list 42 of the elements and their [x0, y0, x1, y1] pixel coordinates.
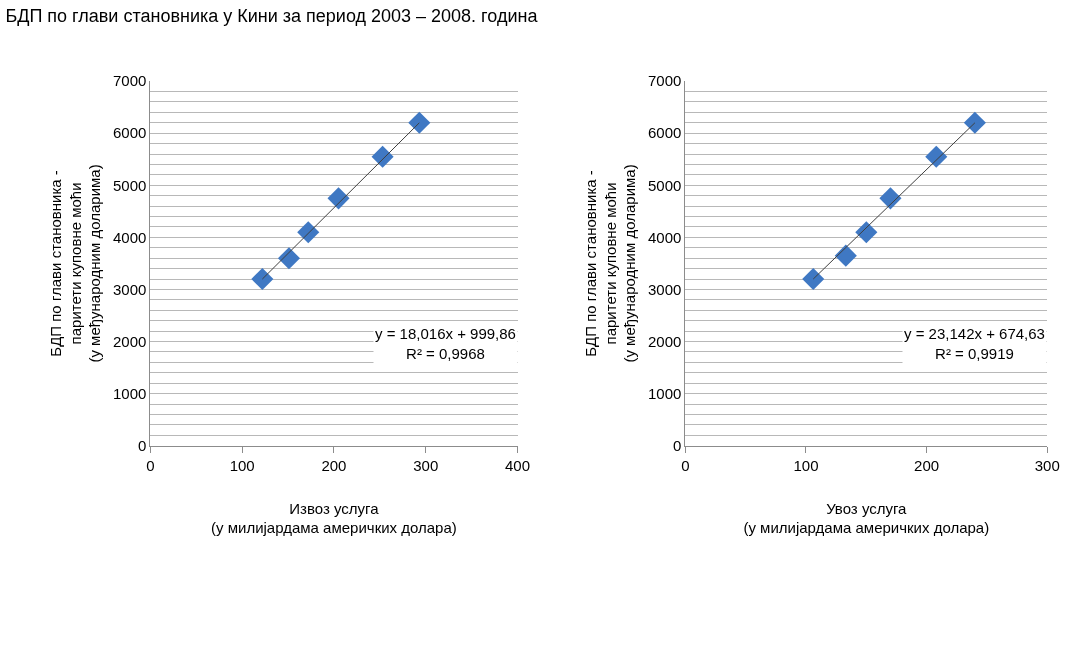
point — [327, 187, 350, 210]
y-tick-label: 6000 — [647, 124, 682, 142]
y-tick-label: 3000 — [647, 280, 682, 298]
x-tick-label: 300 — [413, 456, 439, 474]
y-tick-label: 3000 — [112, 280, 147, 298]
point — [408, 111, 431, 134]
y-tick-label: 1000 — [112, 384, 147, 402]
point — [834, 244, 857, 267]
y-tick-label: 2000 — [112, 332, 147, 350]
y-axis-title: БДП по глави становника - паритети куповне моћи (у међународним доларима) — [47, 164, 104, 363]
x-axis-title: Извоз услуга (у милијардама америчких долара) — [211, 499, 457, 537]
point — [855, 221, 878, 244]
y-tick-label: 2000 — [647, 332, 682, 350]
y-tick-label: 0 — [138, 436, 147, 454]
y-tick-label: 6000 — [112, 124, 147, 142]
x-tick-label: 200 — [321, 456, 347, 474]
x-tick-label: 300 — [1034, 456, 1060, 474]
x-tick-label: 100 — [229, 456, 255, 474]
point — [251, 268, 274, 291]
point — [879, 187, 902, 210]
x-tick-label: 400 — [505, 456, 531, 474]
point — [925, 145, 948, 168]
y-tick-label: 7000 — [112, 72, 147, 90]
x-tick-label: 200 — [914, 456, 940, 474]
point — [802, 268, 825, 291]
point — [371, 145, 394, 168]
x-tick-label: 100 — [793, 456, 819, 474]
y-axis-title: БДП по глави становника - паритети куповне моћи (у међународним доларима) — [582, 164, 639, 363]
point — [277, 247, 301, 270]
y-tick-label: 4000 — [647, 228, 682, 246]
annotation: y = 23,142x + 674,63 R² = 0,9919 — [904, 325, 1045, 362]
point — [963, 111, 986, 134]
y-tick-label: 5000 — [647, 176, 682, 194]
y-tick-label: 7000 — [647, 72, 682, 90]
annotation: y = 18,016x + 999,86 R² = 0,9968 — [375, 325, 516, 362]
y-tick-label: 4000 — [112, 228, 147, 246]
y-tick-label: 5000 — [112, 176, 147, 194]
y-tick-label: 0 — [673, 436, 682, 454]
y-tick-label: 1000 — [647, 384, 682, 402]
x-axis-title: Увоз услуга (у милијардама америчких долара) — [743, 499, 990, 537]
point — [297, 221, 320, 244]
chart-title: БДП по глави становника у Кини за период 2003 – 2008. година — [5, 6, 539, 27]
